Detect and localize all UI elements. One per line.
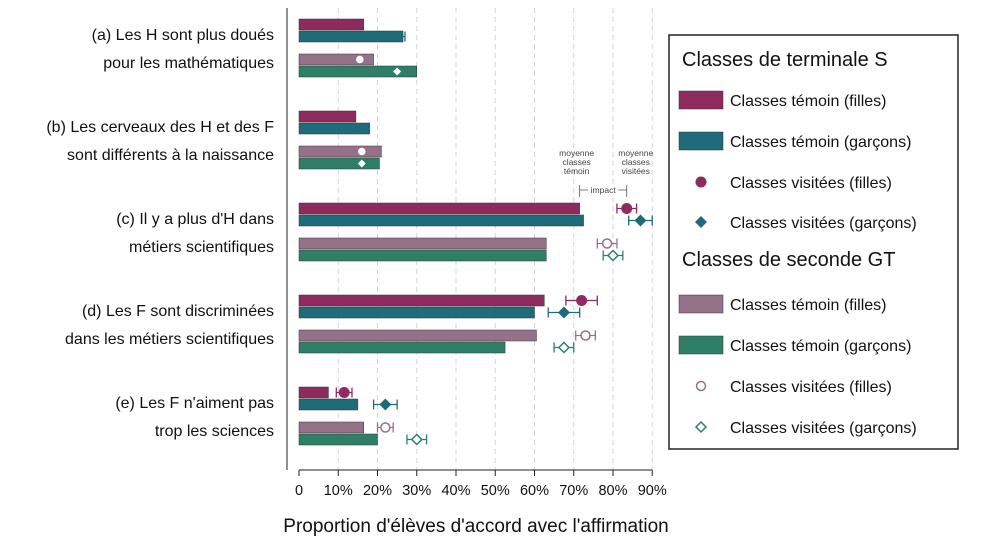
x-axis-title: Proportion d'élèves d'accord avec l'affi… bbox=[283, 516, 668, 537]
x-axis: 0 10% 20% 30% 40% 50% 60% 70% 80% 90% bbox=[286, 8, 667, 499]
legend-label: Classes visitées (filles) bbox=[730, 379, 892, 396]
legend-swatch bbox=[695, 380, 707, 392]
annotation-label: moyenne bbox=[559, 148, 594, 158]
bar bbox=[298, 306, 535, 319]
point-marker bbox=[340, 111, 352, 122]
x-tick-label: 50% bbox=[481, 483, 510, 499]
x-tick-label: 80% bbox=[598, 483, 627, 499]
bar bbox=[298, 122, 370, 135]
annotation-label: témoin bbox=[564, 166, 590, 176]
legend-swatch bbox=[678, 294, 724, 314]
point-marker bbox=[387, 30, 400, 43]
legend-swatch bbox=[695, 176, 707, 188]
point-marker bbox=[410, 433, 423, 446]
markers bbox=[338, 19, 647, 446]
legend-label: Classes visitées (filles) bbox=[730, 175, 892, 192]
bar bbox=[298, 53, 374, 66]
category-label: pour les mathématiques bbox=[103, 55, 274, 72]
point-marker bbox=[576, 295, 588, 306]
bar bbox=[298, 110, 357, 123]
legend: Classes de terminale S Classes de seconde… bbox=[668, 34, 959, 450]
legend-header-terminale: Classes de terminale S bbox=[682, 49, 888, 71]
x-tick-label: 70% bbox=[559, 483, 588, 499]
legend-label: Classes témoin (garçons) bbox=[730, 338, 911, 355]
bar bbox=[298, 249, 547, 262]
grid bbox=[337, 8, 653, 470]
category-label: (e) Les F n'aiment pas bbox=[115, 395, 274, 412]
y-axis-labels: (a) Les H sont plus doués pour les mathém… bbox=[46, 27, 274, 440]
x-tick-label: 10% bbox=[324, 483, 353, 499]
legend-label: Classes témoin (garçons) bbox=[730, 134, 911, 151]
bar bbox=[298, 145, 382, 158]
point-marker bbox=[347, 122, 360, 135]
annotation-label-bg bbox=[588, 185, 619, 195]
legend-label: Classes témoin (filles) bbox=[730, 297, 886, 314]
annotation-label: classes bbox=[562, 157, 590, 167]
point-marker bbox=[601, 238, 613, 249]
x-tick-label: 40% bbox=[441, 483, 470, 499]
category-label: (c) Il y a plus d'H dans bbox=[116, 211, 274, 228]
legend-swatch bbox=[695, 216, 707, 228]
bar bbox=[298, 237, 547, 250]
legend-header-seconde: Classes de seconde GT bbox=[682, 249, 895, 271]
legend-swatch bbox=[694, 420, 708, 434]
category-label: trop les sciences bbox=[155, 423, 274, 440]
category-label: métiers scientifiques bbox=[129, 239, 274, 256]
point-marker bbox=[634, 214, 647, 227]
x-tick-label: 30% bbox=[402, 483, 431, 499]
category-label: dans les métiers scientifiques bbox=[65, 331, 274, 348]
bar bbox=[298, 386, 329, 399]
x-tick-label: 0 bbox=[295, 483, 303, 499]
bar bbox=[298, 398, 359, 411]
point-marker bbox=[580, 330, 591, 341]
category-label: sont différents à la naissance bbox=[67, 147, 274, 164]
bar bbox=[298, 341, 506, 354]
impact-annotation: moyenneclassestémoinmoyenneclassesvisité… bbox=[559, 148, 653, 197]
bar bbox=[298, 214, 584, 227]
legend-label: Classes visitées (garçons) bbox=[730, 215, 917, 232]
point-marker bbox=[379, 398, 392, 411]
point-marker bbox=[380, 422, 391, 433]
legend-label: Classes témoin (filles) bbox=[730, 93, 886, 110]
point-marker bbox=[338, 387, 350, 398]
bar bbox=[298, 433, 378, 446]
x-tick-label: 60% bbox=[520, 483, 549, 499]
category-label: (d) Les F sont discriminées bbox=[82, 303, 274, 320]
point-marker bbox=[354, 54, 366, 65]
annotation-label: classes bbox=[622, 157, 650, 167]
point-marker bbox=[606, 249, 620, 262]
annotation-label: visitées bbox=[622, 166, 650, 176]
annotation-label: moyenne bbox=[618, 148, 653, 158]
legend-label: Classes visitées (garçons) bbox=[730, 420, 917, 437]
x-tick-label: 20% bbox=[363, 483, 392, 499]
legend-swatch bbox=[678, 131, 724, 151]
error-bars bbox=[335, 19, 653, 445]
bar bbox=[298, 157, 380, 170]
bar bbox=[298, 421, 365, 434]
point-marker bbox=[340, 19, 352, 30]
point-marker bbox=[355, 157, 368, 170]
category-label: (b) Les cerveaux des H et des F bbox=[46, 119, 274, 136]
point-marker bbox=[391, 65, 404, 78]
point-marker bbox=[621, 203, 633, 214]
bar bbox=[298, 329, 537, 342]
point-marker bbox=[356, 146, 368, 157]
bar bbox=[298, 294, 545, 307]
bar bbox=[298, 202, 580, 215]
category-label: (a) Les H sont plus doués bbox=[92, 27, 274, 44]
bar bbox=[298, 65, 417, 78]
annotation-label: impact bbox=[591, 185, 617, 195]
bar bbox=[298, 18, 365, 31]
legend-swatch bbox=[678, 90, 724, 110]
point-marker bbox=[557, 341, 570, 354]
bars bbox=[298, 18, 584, 446]
legend-swatch bbox=[678, 335, 724, 355]
x-tick-label: 90% bbox=[638, 483, 667, 499]
point-marker bbox=[557, 306, 570, 319]
